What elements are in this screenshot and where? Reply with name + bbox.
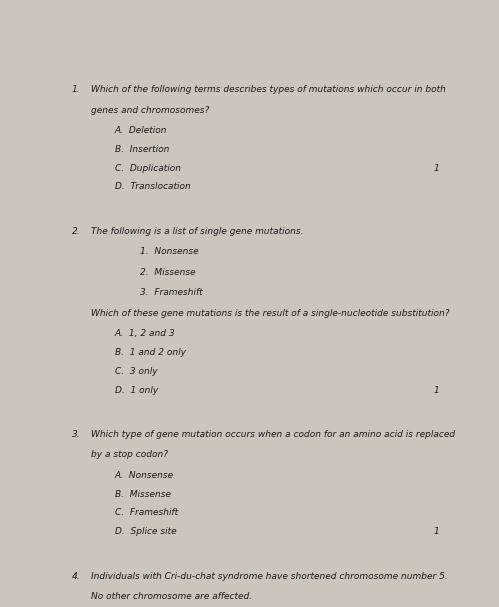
Text: 1: 1 — [434, 385, 440, 395]
Text: A.  Deletion: A. Deletion — [115, 126, 167, 135]
Text: B.  1 and 2 only: B. 1 and 2 only — [115, 348, 186, 357]
Text: 2.  Missense: 2. Missense — [140, 268, 195, 277]
Text: 1: 1 — [434, 163, 440, 172]
Text: D.  Splice site: D. Splice site — [115, 527, 176, 536]
Text: Which of the following terms describes types of mutations which occur in both: Which of the following terms describes t… — [91, 85, 446, 94]
Text: 3.  Frameshift: 3. Frameshift — [140, 288, 203, 297]
Text: B.  Missense: B. Missense — [115, 490, 171, 499]
Text: 3.: 3. — [72, 430, 81, 439]
Text: 1.  Nonsense: 1. Nonsense — [140, 247, 198, 256]
Text: Which type of gene mutation occurs when a codon for an amino acid is replaced: Which type of gene mutation occurs when … — [91, 430, 456, 439]
Text: D.  1 only: D. 1 only — [115, 385, 158, 395]
Text: C.  Duplication: C. Duplication — [115, 163, 181, 172]
Text: C.  3 only: C. 3 only — [115, 367, 157, 376]
Text: Which of these gene mutations is the result of a single-nucleotide substitution?: Which of these gene mutations is the res… — [91, 309, 450, 318]
Text: 1.: 1. — [72, 85, 81, 94]
Text: The following is a list of single gene mutations.: The following is a list of single gene m… — [91, 226, 304, 236]
Text: A.  Nonsense: A. Nonsense — [115, 471, 174, 480]
Text: B.  Insertion: B. Insertion — [115, 145, 169, 154]
Text: 1: 1 — [434, 527, 440, 536]
Text: D.  Translocation: D. Translocation — [115, 182, 190, 191]
Text: genes and chromosomes?: genes and chromosomes? — [91, 106, 210, 115]
Text: A.  1, 2 and 3: A. 1, 2 and 3 — [115, 330, 175, 339]
Text: 2.: 2. — [72, 226, 81, 236]
Text: by a stop codon?: by a stop codon? — [91, 450, 168, 459]
Text: 4.: 4. — [72, 572, 81, 580]
Text: C.  Frameshift: C. Frameshift — [115, 509, 178, 517]
Text: No other chromosome are affected.: No other chromosome are affected. — [91, 592, 252, 601]
Text: Individuals with Cri-du-chat syndrome have shortened chromosome number 5.: Individuals with Cri-du-chat syndrome ha… — [91, 572, 448, 580]
